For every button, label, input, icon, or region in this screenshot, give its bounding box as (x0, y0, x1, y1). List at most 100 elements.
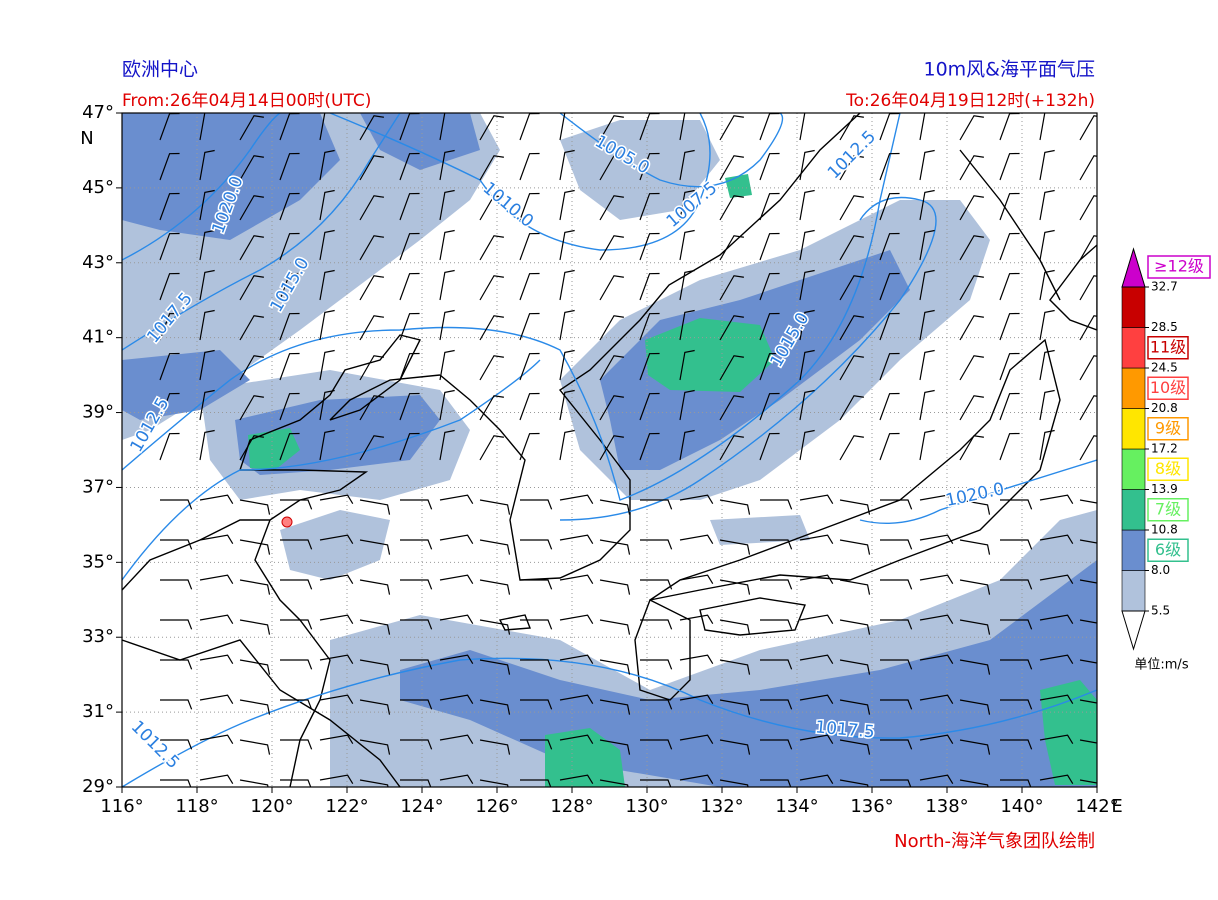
wind-barb (1039, 113, 1046, 141)
wind-barb (479, 699, 511, 715)
wind-barb (799, 694, 834, 704)
class-label: 6级 (1155, 540, 1181, 559)
wind-barb (199, 614, 234, 624)
class-box (1147, 457, 1189, 481)
wind-barb (439, 694, 474, 704)
wind-barb (559, 774, 594, 784)
class-label: 10级 (1150, 378, 1186, 397)
wind-barb (359, 659, 391, 675)
wind-barb (280, 699, 313, 710)
wind-barb (1039, 654, 1074, 664)
wind-barb (1039, 389, 1055, 421)
wind-barb (439, 229, 455, 261)
wind-barb (599, 739, 631, 755)
wind-barb (479, 499, 511, 515)
wind-barb (919, 574, 954, 584)
wind-barb (919, 734, 954, 744)
wind-barb (519, 352, 540, 381)
wind-barb (839, 699, 871, 715)
wind-barb (479, 659, 511, 675)
wind-barb (959, 115, 984, 141)
product: 10m风&海平面气压 (923, 59, 1095, 81)
wind-barb (159, 392, 180, 421)
wind-barb (1079, 315, 1097, 341)
wind-barb (279, 352, 300, 381)
wind-barb (759, 272, 780, 301)
wind-barb (760, 499, 793, 510)
wind-barb (439, 349, 455, 381)
wind-barb (160, 739, 193, 750)
wind-barb (799, 734, 834, 744)
wind-barb (959, 275, 984, 301)
wind-barb (799, 654, 834, 664)
wind-barb (319, 189, 335, 221)
wind-barb (719, 395, 744, 421)
wind-barb (599, 395, 624, 421)
wind-barb (399, 432, 420, 461)
wind-barb (479, 315, 504, 341)
wind-barb (839, 539, 871, 555)
wind-barb (439, 494, 474, 504)
colorbar-segment (1121, 570, 1146, 612)
wind-barb (359, 619, 391, 635)
wind-barb (160, 579, 193, 590)
wind-barb (439, 389, 455, 421)
wind-barb (359, 235, 384, 261)
wind-barb (399, 232, 420, 261)
wind-barb (959, 155, 984, 181)
wind-barb (479, 539, 511, 555)
wind-barb (799, 189, 815, 221)
wind-barb (839, 395, 864, 421)
wind-barb (679, 189, 695, 221)
wind-barb (1000, 499, 1033, 510)
wind-barb (400, 619, 433, 630)
footer: North-海洋气象团队绘制 (894, 831, 1095, 852)
wind-barb (479, 395, 504, 421)
wind-barb (160, 779, 192, 787)
wind-barb (1079, 539, 1097, 544)
wind-barb (839, 499, 871, 515)
wind-barb (359, 155, 384, 181)
wind-barb (199, 574, 234, 584)
lat-tick-label: 33° (82, 626, 114, 647)
class-label: ≥12级 (1154, 257, 1204, 276)
wind-barb (1079, 739, 1097, 744)
wind-barb (839, 739, 871, 755)
wind-barb (279, 152, 300, 181)
wind-barb (160, 619, 193, 630)
wind-barb (799, 149, 815, 181)
lat-tick-label: 43° (82, 252, 114, 273)
wind-barb (919, 149, 935, 181)
wind-barb (199, 774, 234, 784)
wind-barb (679, 149, 695, 181)
wind-barb (160, 539, 193, 550)
wind-barb (999, 432, 1020, 461)
class-label: 9级 (1155, 418, 1181, 437)
wind-barb (1039, 229, 1055, 261)
wind-barb (679, 614, 714, 624)
wind-barb (199, 534, 234, 544)
class-box (1147, 417, 1189, 441)
lat-tick-label: 31° (82, 701, 114, 722)
wind-barb (759, 312, 780, 341)
wind-barb (1039, 429, 1055, 461)
wind-barb (319, 229, 335, 261)
wind-barb (959, 619, 991, 635)
wind-barb (679, 229, 695, 261)
wind-barb (239, 155, 264, 181)
wind-barb (599, 699, 631, 715)
wind-barb (759, 352, 780, 381)
wind-barb (799, 349, 815, 381)
lon-tick-label: 140° (1000, 796, 1043, 817)
wind-barb (239, 355, 264, 381)
map-frame (121, 112, 1098, 788)
lon-tick-label: 120° (250, 796, 293, 817)
wind-barb (359, 395, 384, 421)
wind-barb (599, 235, 624, 261)
wind-barb (519, 272, 540, 301)
wind-barb (639, 232, 660, 261)
wind-barb (959, 579, 991, 595)
wind-barb (280, 779, 312, 787)
wind-barb (839, 115, 864, 141)
